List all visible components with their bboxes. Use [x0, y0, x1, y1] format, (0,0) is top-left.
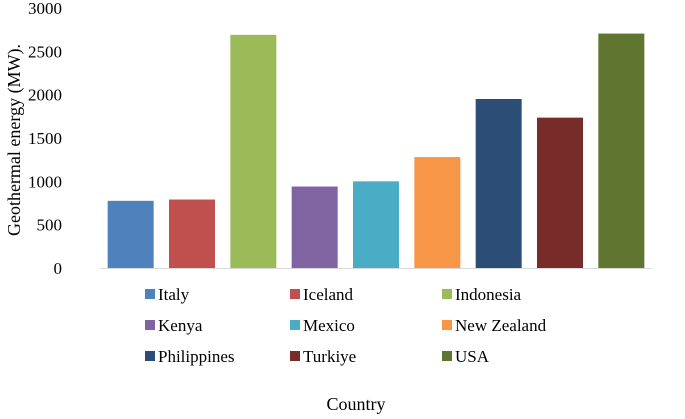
legend-label: Kenya: [158, 316, 203, 335]
legend-item: Indonesia: [442, 285, 522, 304]
bar-philippines: [475, 99, 522, 268]
legend-label: New Zealand: [455, 316, 547, 335]
legend-label: Indonesia: [455, 285, 522, 304]
legend-swatch: [290, 289, 300, 299]
legend-item: New Zealand: [442, 316, 547, 335]
y-tick-label: 500: [37, 216, 63, 235]
bar-kenya: [291, 186, 338, 268]
legend-item: Kenya: [145, 316, 203, 335]
legend-item: USA: [442, 347, 490, 366]
y-tick-label: 2000: [28, 86, 62, 105]
y-axis: 0 500 1000 1500 2000 2500 3000: [28, 0, 652, 278]
y-tick-label: 0: [54, 259, 63, 278]
legend-item: Italy: [145, 285, 190, 304]
legend-label: Iceland: [303, 285, 354, 304]
legend-swatch: [290, 351, 300, 361]
legend-swatch: [442, 320, 452, 330]
bar-italy: [107, 200, 154, 268]
x-axis-label: Country: [326, 394, 385, 414]
legend-swatch: [442, 289, 452, 299]
legend-item: Philippines: [145, 347, 235, 366]
bar-usa: [598, 33, 645, 268]
legend-item: Turkiye: [290, 347, 356, 366]
bar-indonesia: [230, 34, 277, 268]
bar-turkiye: [537, 117, 583, 268]
legend-swatch: [442, 351, 452, 361]
bar-new-zealand: [414, 157, 461, 268]
bars: [107, 33, 645, 268]
y-tick-label: 2500: [28, 42, 62, 61]
bar-mexico: [353, 181, 399, 268]
legend-swatch: [145, 320, 155, 330]
legend-swatch: [145, 351, 155, 361]
y-tick-label: 3000: [28, 0, 62, 18]
legend-label: Mexico: [303, 316, 355, 335]
legend-item: Mexico: [290, 316, 355, 335]
legend-label: Italy: [158, 285, 190, 304]
bar-iceland: [169, 199, 215, 268]
legend-label: Philippines: [158, 347, 235, 366]
legend-label: Turkiye: [303, 347, 356, 366]
y-axis-label: Geothermal energy (MW).: [4, 44, 25, 236]
legend-swatch: [290, 320, 300, 330]
legend: Italy Iceland Indonesia Kenya Mexico New Zeal…: [145, 285, 547, 366]
legend-label: USA: [455, 347, 490, 366]
legend-swatch: [145, 289, 155, 299]
y-tick-label: 1500: [28, 129, 62, 148]
legend-item: Iceland: [290, 285, 354, 304]
y-tick-label: 1000: [28, 172, 62, 191]
